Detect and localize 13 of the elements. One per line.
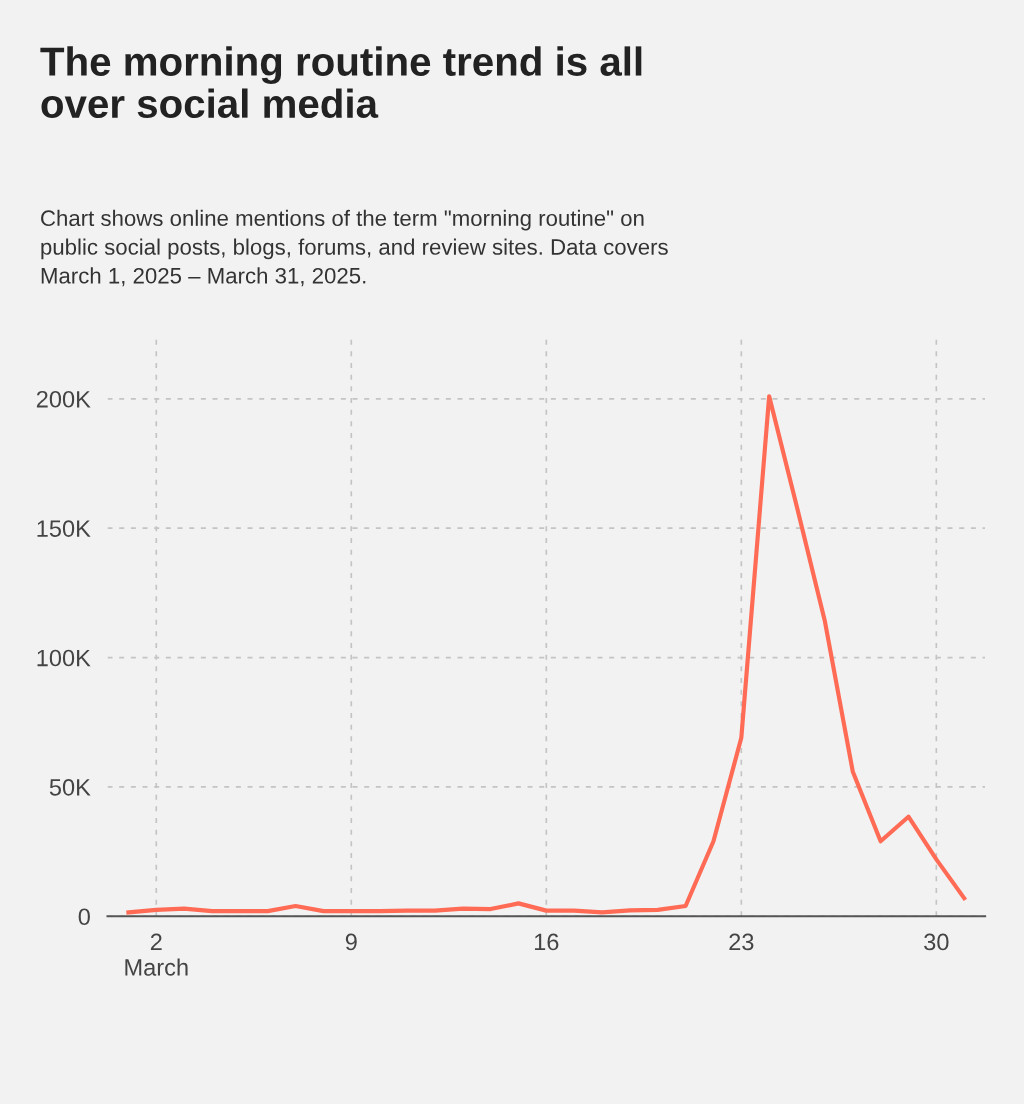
x-tick-label: 23 — [729, 933, 754, 951]
x-tick-label: 2 March — [125, 933, 188, 976]
x-tick-label: 16 — [534, 933, 559, 951]
y-tick-label: 50K — [49, 779, 91, 796]
chart-title: The morning routine trend is all over social media — [40, 46, 642, 119]
text: Chart shows online mentions of the term "morning routine" on public social posts, blogs, forums, and review sites. Data covers March 1, 2025 – March 31, 2025. — [41, 209, 668, 287]
x-tick-label: 30 — [924, 933, 949, 951]
x-tick-label: 9 — [345, 933, 357, 951]
line-series — [126, 394, 967, 915]
y-tick-label: 100K — [37, 649, 91, 667]
y-tick-label: 150K — [37, 520, 91, 537]
y-tick-label: 200K — [36, 390, 91, 408]
y-tick-label: 0 — [78, 908, 90, 926]
